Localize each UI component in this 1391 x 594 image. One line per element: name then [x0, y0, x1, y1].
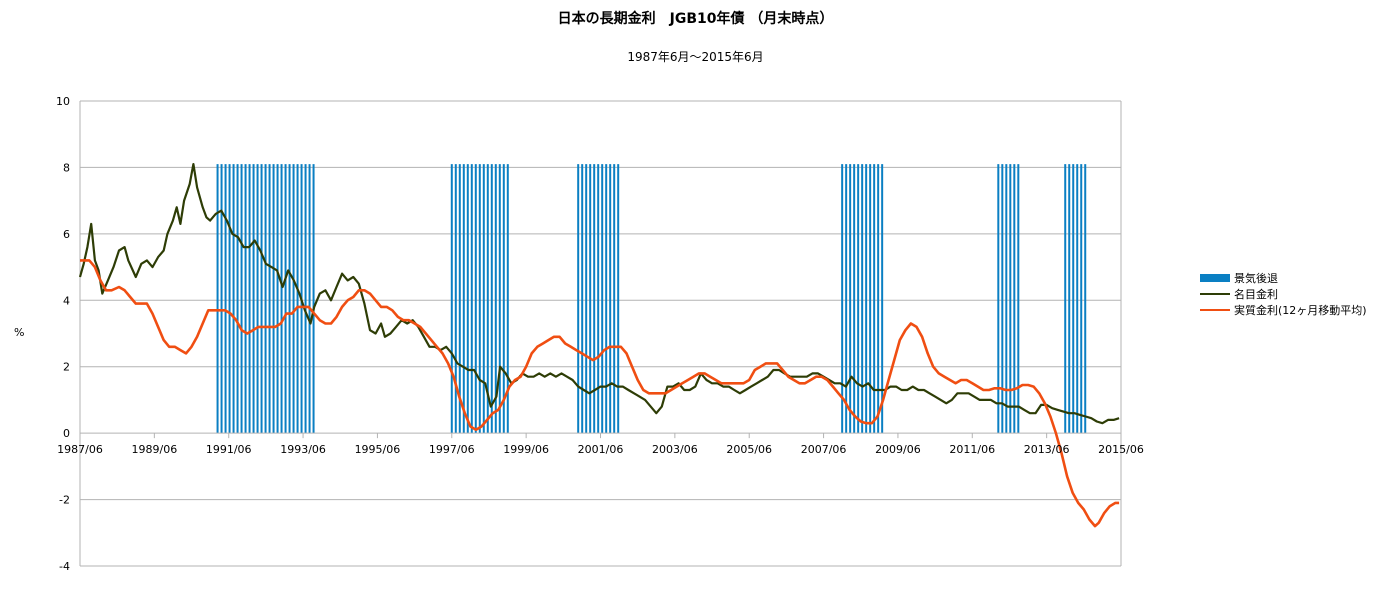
- legend-item-real: 実質金利(12ヶ月移動平均): [1200, 302, 1367, 318]
- x-tick-label: 2001/06: [578, 443, 624, 456]
- y-tick-label: 8: [63, 161, 70, 174]
- x-tick-label: 1995/06: [355, 443, 401, 456]
- series-line-real: [80, 259, 1120, 528]
- x-tick-label: 2011/06: [949, 443, 995, 456]
- y-tick-label: 6: [63, 228, 70, 241]
- y-tick-label: 2: [63, 361, 70, 374]
- x-tick-label: 2015/06: [1098, 443, 1144, 456]
- legend-item-nominal: 名目金利: [1200, 286, 1367, 302]
- x-tick-label: 1987/06: [57, 443, 103, 456]
- x-tick-label: 1989/06: [132, 443, 178, 456]
- y-tick-labels: -4 -2 0 2 4 6 8 10: [56, 95, 70, 573]
- y-axis-label: %: [14, 326, 25, 339]
- legend-swatch-nominal: [1200, 293, 1230, 295]
- y-tick-label: 4: [63, 294, 70, 307]
- series-lines: [78, 163, 1120, 528]
- y-tick-label: 0: [63, 427, 70, 440]
- y-tick-label: 10: [56, 95, 70, 108]
- x-tick-label: 1999/06: [503, 443, 549, 456]
- legend-label-real: 実質金利(12ヶ月移動平均): [1234, 304, 1367, 317]
- x-tick-label: 1993/06: [280, 443, 326, 456]
- x-tick-label: 1991/06: [206, 443, 252, 456]
- x-tick-labels: 1987/06 1989/06 1991/06 1993/06 1995/06 1997/…: [57, 443, 1144, 456]
- legend-swatch-real: [1200, 309, 1230, 311]
- x-tick-label: 1997/06: [429, 443, 475, 456]
- x-tick-label: 2005/06: [726, 443, 772, 456]
- x-tick-label: 2013/06: [1024, 443, 1070, 456]
- recession-bar: [841, 164, 884, 434]
- legend-swatch-recession: [1200, 274, 1230, 282]
- x-tick-label: 2003/06: [652, 443, 698, 456]
- chart-subtitle: 1987年6月～2015年6月: [627, 50, 764, 64]
- recession-bar: [216, 164, 315, 434]
- legend: 景気後退 名目金利 実質金利(12ヶ月移動平均): [1200, 270, 1367, 318]
- legend-label-recession: 景気後退: [1234, 272, 1278, 285]
- legend-item-recession: 景気後退: [1200, 270, 1367, 286]
- recession-bar: [577, 164, 620, 434]
- legend-label-nominal: 名目金利: [1234, 288, 1278, 301]
- x-tick-label: 2009/06: [875, 443, 921, 456]
- y-tick-label: -2: [59, 494, 70, 507]
- series-line-nominal: [78, 163, 1120, 425]
- y-tick-label: -4: [59, 560, 70, 573]
- chart-title: 日本の長期金利 JGB10年債 （月末時点）: [557, 11, 834, 27]
- x-tick-label: 2007/06: [801, 443, 847, 456]
- recession-bar: [997, 164, 1020, 434]
- recession-bar: [1064, 164, 1087, 434]
- axes: [79, 101, 1122, 566]
- recession-bar: [450, 164, 509, 434]
- gridlines: [80, 100, 1121, 567]
